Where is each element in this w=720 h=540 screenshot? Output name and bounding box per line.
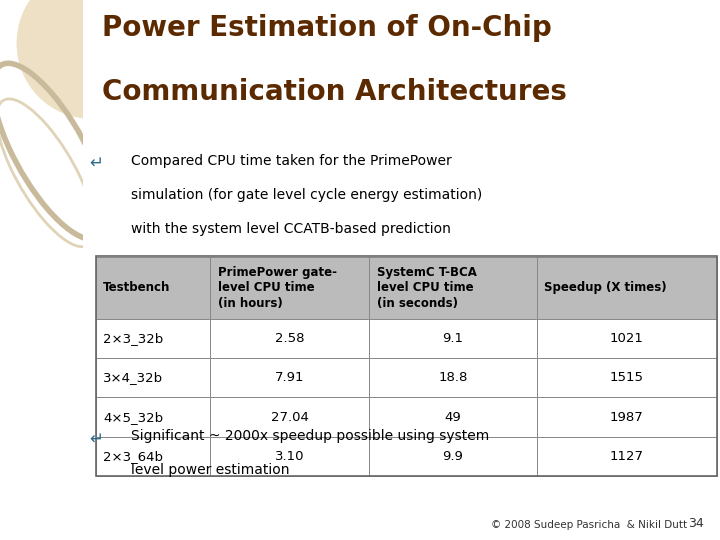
Text: Compared CPU time taken for the PrimePower: Compared CPU time taken for the PrimePow… [130, 154, 451, 168]
Text: 1515: 1515 [610, 371, 644, 384]
Text: PrimePower gate-
level CPU time
(in hours): PrimePower gate- level CPU time (in hour… [218, 266, 337, 309]
Ellipse shape [17, 0, 166, 119]
Text: Significant ~ 2000x speedup possible using system: Significant ~ 2000x speedup possible usi… [130, 429, 489, 443]
Text: Speedup (X times): Speedup (X times) [544, 281, 667, 294]
Text: with the system level CCATB-based prediction: with the system level CCATB-based predic… [130, 222, 451, 236]
Text: 4×5_32b: 4×5_32b [103, 410, 163, 424]
Text: 9.9: 9.9 [442, 450, 463, 463]
Bar [369, 437, 536, 476]
Bar [369, 256, 536, 319]
Text: 1987: 1987 [610, 410, 644, 424]
Bar [536, 437, 717, 476]
Bar [96, 319, 210, 358]
Text: level power estimation: level power estimation [130, 463, 289, 477]
Bar [210, 437, 369, 476]
Bar [210, 319, 369, 358]
Bar [536, 256, 717, 319]
Text: Testbench: Testbench [103, 281, 171, 294]
Text: 49: 49 [444, 410, 461, 424]
Text: 1127: 1127 [610, 450, 644, 463]
Text: 2.58: 2.58 [275, 332, 305, 345]
Text: SystemC T-BCA
level CPU time
(in seconds): SystemC T-BCA level CPU time (in seconds… [377, 266, 477, 309]
Text: 1021: 1021 [610, 332, 644, 345]
Text: 2×3_64b: 2×3_64b [103, 450, 163, 463]
Bar [369, 319, 536, 358]
Bar [210, 358, 369, 397]
Bar [536, 397, 717, 437]
Bar [96, 256, 210, 319]
Text: © 2008 Sudeep Pasricha  & Nikil Dutt: © 2008 Sudeep Pasricha & Nikil Dutt [490, 520, 687, 530]
Text: ↵: ↵ [89, 429, 103, 447]
Text: ↵: ↵ [89, 154, 103, 172]
Text: 7.91: 7.91 [275, 371, 305, 384]
Bar [536, 358, 717, 397]
Bar [369, 358, 536, 397]
Bar [96, 256, 717, 476]
Bar [96, 437, 210, 476]
Text: 27.04: 27.04 [271, 410, 309, 424]
Bar [536, 319, 717, 358]
Bar [210, 397, 369, 437]
Bar [210, 256, 369, 319]
Text: Communication Architectures: Communication Architectures [102, 78, 567, 106]
Text: 3×4_32b: 3×4_32b [103, 371, 163, 384]
Text: 9.1: 9.1 [442, 332, 463, 345]
Text: 2×3_32b: 2×3_32b [103, 332, 163, 345]
Text: 34: 34 [688, 517, 704, 530]
Text: 18.8: 18.8 [438, 371, 467, 384]
Text: Power Estimation of On-Chip: Power Estimation of On-Chip [102, 14, 552, 42]
Bar [369, 397, 536, 437]
Bar [96, 397, 210, 437]
Text: 3.10: 3.10 [275, 450, 305, 463]
Text: simulation (for gate level cycle energy estimation): simulation (for gate level cycle energy … [130, 188, 482, 202]
Bar [96, 358, 210, 397]
